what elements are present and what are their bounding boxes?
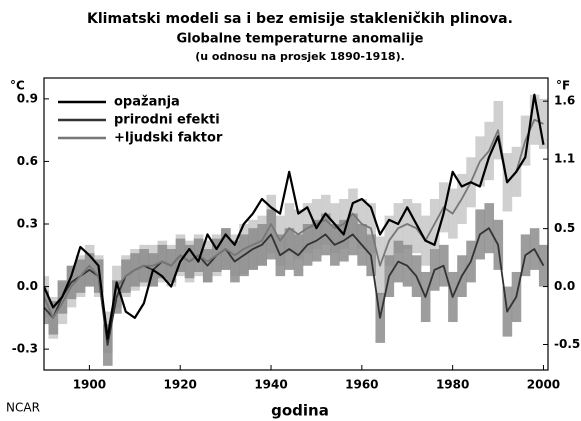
chart-subtitle: Globalne temperaturne anomalije: [176, 32, 423, 47]
y-tick-label: 0.9: [17, 91, 38, 105]
series-line: [44, 93, 545, 340]
band: [44, 290, 50, 325]
x-tick-label: 1900: [73, 378, 106, 392]
band: [538, 244, 548, 287]
plot-area: [44, 93, 548, 366]
legend-label: prirodni efekti: [114, 113, 220, 128]
y-tick-label: 0.0: [17, 279, 38, 293]
legend-label: opažanja: [114, 95, 180, 110]
y2-tick-label: 1.1: [554, 152, 575, 166]
chart-title: Klimatski modeli sa i bez emisije stakle…: [87, 11, 513, 27]
legend-label: +ljudski faktor: [114, 131, 223, 146]
y-tick-label: 0.6: [17, 154, 38, 168]
x-tick-label: 1960: [345, 378, 378, 392]
x-tick-label: 1940: [254, 378, 287, 392]
y2-tick-label: 1.6: [554, 94, 575, 108]
x-axis-label: godina: [271, 402, 329, 420]
y-tick-label: -0.3: [12, 342, 38, 356]
x-tick-label: 1980: [436, 378, 469, 392]
y2-tick-label: -0.5: [554, 337, 580, 351]
x-tick-label: 2000: [527, 378, 560, 392]
y-axis-label: °C: [10, 79, 25, 93]
chart-note: (u odnosu na prosjek 1890-1918).: [195, 50, 405, 63]
credit: NCAR: [6, 401, 40, 415]
y2-tick-label: 0.5: [554, 221, 575, 235]
y-tick-label: 0.3: [17, 217, 38, 231]
x-tick-label: 1920: [164, 378, 197, 392]
y2-tick-label: 0.0: [554, 279, 575, 293]
series-line: [44, 118, 544, 334]
y2-axis-label: °F: [556, 79, 570, 93]
